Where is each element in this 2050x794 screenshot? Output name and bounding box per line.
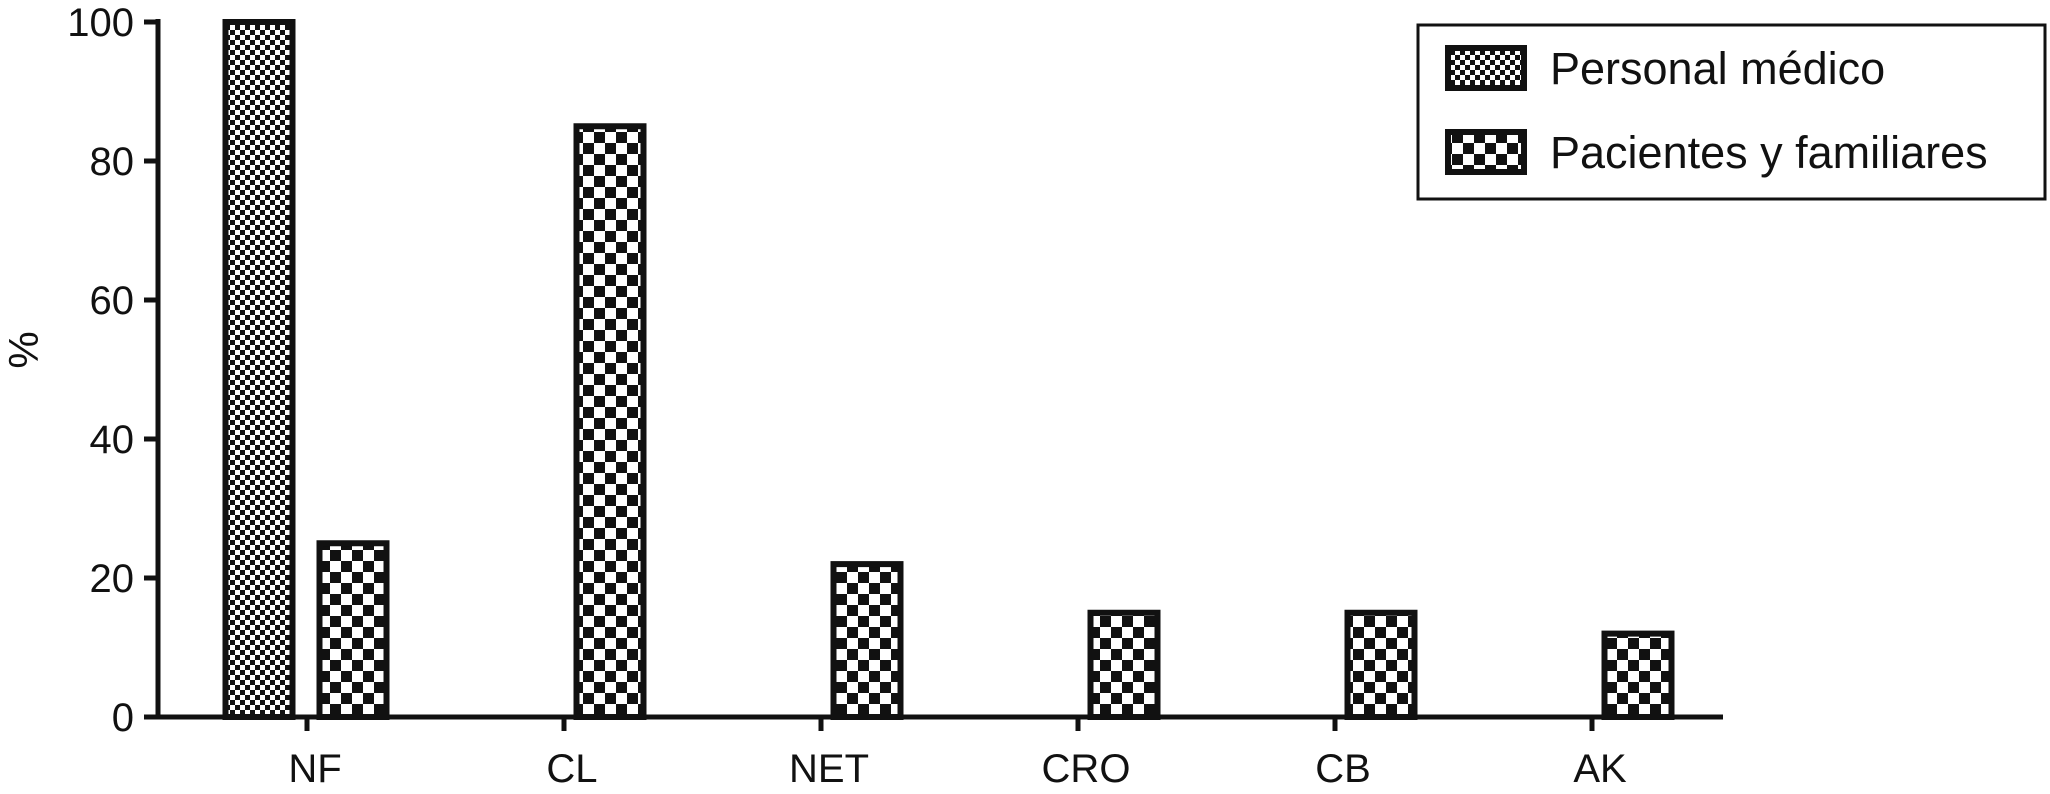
x-tick-label: NF	[288, 747, 341, 791]
y-tick-label: 80	[90, 140, 135, 184]
x-tick-label: CRO	[1042, 747, 1131, 791]
bar-cro-series-2	[1087, 609, 1161, 720]
bar-nf-series-1	[222, 19, 296, 720]
legend-swatch-series-2	[1445, 129, 1527, 175]
legend-label-series-1: Personal médico	[1550, 43, 1885, 94]
bar-cl-series-2	[573, 123, 647, 720]
x-tick-label: CB	[1315, 747, 1371, 791]
bar-ak-series-2	[1601, 630, 1675, 720]
legend-label-series-2: Pacientes y familiares	[1550, 127, 1988, 178]
legend: Personal médico Pacientes y familiares	[1416, 23, 2047, 201]
legend-swatch-series-1	[1445, 45, 1527, 91]
x-tick-label: AK	[1573, 747, 1627, 791]
y-tick-label: 40	[90, 418, 135, 462]
x-tick-label: NET	[789, 747, 869, 791]
bar-net-series-2	[830, 561, 904, 720]
bars-group	[222, 19, 1675, 720]
y-tick-label: 0	[112, 696, 134, 740]
y-tick-label: 20	[90, 557, 135, 601]
x-tick-label: CL	[546, 747, 597, 791]
y-tick-label: 100	[67, 1, 134, 45]
y-tick-label: 60	[90, 279, 135, 323]
y-axis-label: %	[0, 331, 47, 368]
axes-group: 0 20 40 60 80 100 NF CL NET CRO CB AK	[67, 1, 1723, 791]
bar-nf-series-2	[316, 540, 390, 720]
bar-cb-series-2	[1344, 609, 1418, 720]
